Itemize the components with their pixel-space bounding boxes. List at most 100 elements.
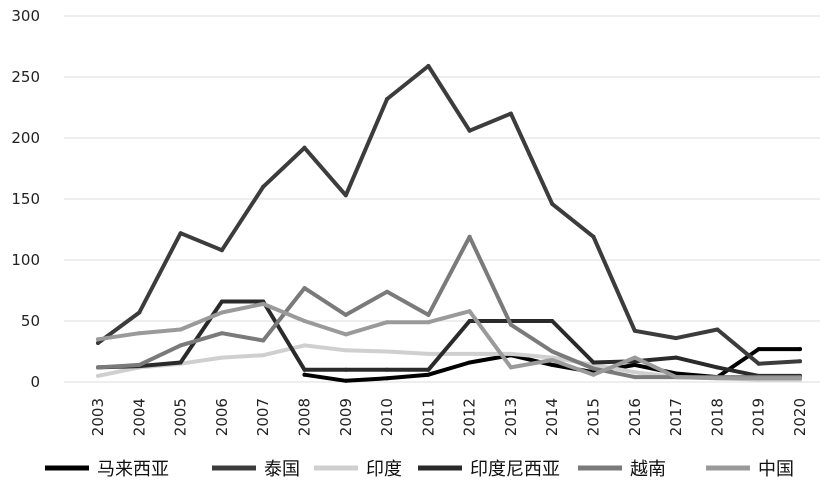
- data-point: [674, 375, 679, 380]
- y-tick-label: 200: [11, 129, 40, 147]
- data-point: [508, 111, 513, 116]
- data-point: [756, 376, 761, 381]
- series-lines: [96, 64, 802, 383]
- data-point: [219, 248, 224, 253]
- legend-label-1: 泰国: [264, 459, 300, 480]
- legend-label-5: 中国: [758, 459, 794, 480]
- data-point: [302, 145, 307, 150]
- data-point: [467, 351, 472, 356]
- y-axis: 0 50 100 150 200 250 300: [11, 7, 40, 391]
- data-point: [261, 353, 266, 358]
- data-point: [302, 372, 307, 377]
- data-point: [302, 343, 307, 348]
- data-point: [385, 289, 390, 294]
- data-point: [385, 349, 390, 354]
- x-tick-label: 2009: [337, 398, 355, 436]
- data-point: [674, 336, 679, 341]
- data-point: [385, 320, 390, 325]
- data-point: [591, 360, 596, 365]
- x-tick-label: 2014: [543, 398, 561, 436]
- data-point: [632, 375, 637, 380]
- data-point: [426, 64, 431, 68]
- data-point: [219, 355, 224, 360]
- data-point: [426, 320, 431, 325]
- series-line-1: [96, 64, 802, 366]
- data-point: [467, 309, 472, 314]
- x-tick-label: 2012: [461, 398, 479, 436]
- data-point: [96, 373, 100, 378]
- data-point: [426, 312, 431, 317]
- data-point: [385, 367, 390, 372]
- y-tick-label: 300: [11, 7, 40, 25]
- data-point: [261, 338, 266, 343]
- data-point: [632, 370, 637, 375]
- data-point: [219, 299, 224, 304]
- x-tick-label: 2013: [502, 398, 520, 436]
- data-point: [385, 376, 390, 381]
- data-point: [219, 310, 224, 315]
- data-point: [508, 322, 513, 327]
- legend-label-3: 印度尼西亚: [470, 459, 560, 480]
- x-tick-label: 2015: [585, 398, 603, 436]
- data-point: [632, 355, 637, 360]
- data-point: [343, 367, 348, 372]
- data-point: [302, 286, 307, 291]
- x-tick-label: 2008: [295, 398, 313, 436]
- data-point: [715, 376, 720, 381]
- data-point: [178, 231, 183, 236]
- data-point: [756, 361, 761, 366]
- legend-label-2: 印度: [366, 459, 402, 480]
- data-point: [96, 365, 100, 370]
- data-point: [96, 337, 100, 342]
- data-point: [137, 310, 142, 315]
- data-point: [426, 372, 431, 377]
- data-point: [219, 331, 224, 336]
- data-point: [467, 319, 472, 323]
- data-point: [137, 362, 142, 367]
- data-point: [674, 355, 679, 360]
- data-point: [302, 319, 307, 323]
- x-tick-label: 2005: [172, 398, 190, 436]
- y-tick-label: 50: [21, 312, 40, 330]
- data-point: [343, 378, 348, 383]
- data-point: [343, 193, 348, 198]
- x-tick-label: 2019: [750, 398, 768, 436]
- data-point: [467, 128, 472, 133]
- y-tick-label: 100: [11, 251, 40, 269]
- data-point: [715, 365, 720, 370]
- legend: 马来西亚 泰国 印度 印度尼西亚 越南 中国: [45, 459, 794, 480]
- data-point: [467, 234, 472, 239]
- x-axis: 2003 2004 2005 2006 2007 2008 2009 2010 2011 2012…: [89, 398, 809, 436]
- data-point: [798, 359, 802, 364]
- x-tick-label: 2011: [419, 398, 437, 436]
- data-point: [261, 301, 266, 306]
- data-point: [385, 97, 390, 101]
- data-point: [343, 312, 348, 317]
- x-tick-label: 2004: [130, 398, 148, 436]
- data-point: [508, 351, 513, 356]
- legend-label-0: 马来西亚: [97, 459, 169, 480]
- x-tick-label: 2010: [378, 398, 396, 436]
- y-tick-label: 0: [30, 373, 40, 391]
- data-point: [798, 347, 802, 352]
- data-point: [178, 360, 183, 365]
- data-point: [137, 331, 142, 336]
- series-line-5: [96, 301, 802, 381]
- data-point: [178, 327, 183, 332]
- data-point: [798, 376, 802, 381]
- x-tick-label: 2017: [667, 398, 685, 436]
- y-tick-label: 250: [11, 68, 40, 86]
- x-tick-label: 2020: [791, 398, 809, 436]
- data-point: [426, 367, 431, 372]
- data-point: [632, 328, 637, 333]
- data-point: [591, 366, 596, 371]
- data-point: [632, 362, 637, 367]
- x-tick-label: 2006: [213, 398, 231, 436]
- x-tick-label: 2007: [254, 398, 272, 436]
- data-point: [550, 201, 555, 206]
- data-point: [550, 319, 555, 323]
- data-point: [550, 358, 555, 362]
- x-tick-label: 2003: [89, 398, 107, 436]
- y-tick-label: 150: [11, 190, 40, 208]
